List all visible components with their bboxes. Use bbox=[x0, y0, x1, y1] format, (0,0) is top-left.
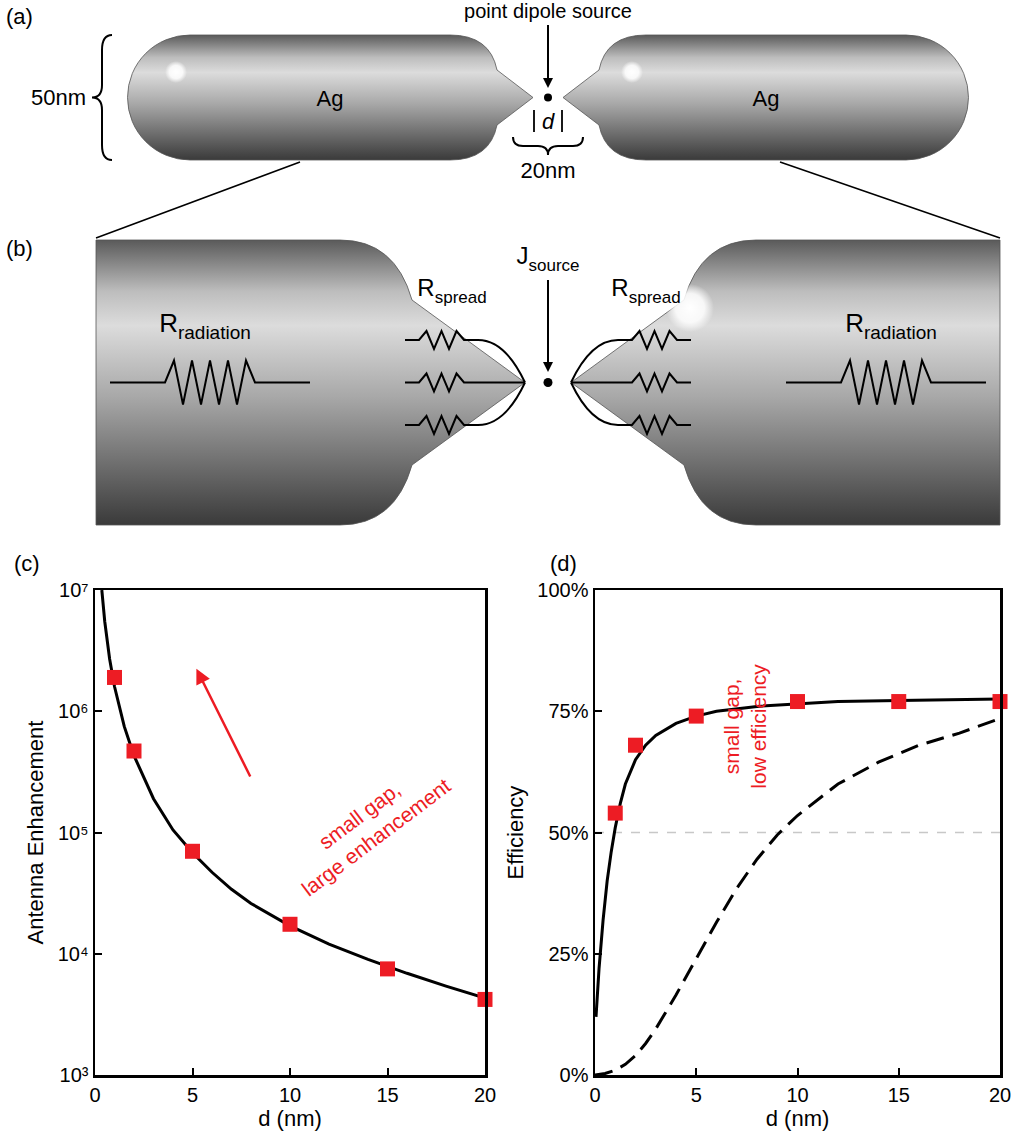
svg-text:0: 0 bbox=[89, 1084, 100, 1106]
svg-text:(d): (d) bbox=[550, 551, 577, 576]
svg-text:small gap,low efficiency: small gap,low efficiency bbox=[720, 664, 770, 789]
svg-text:(c): (c) bbox=[14, 551, 40, 576]
svg-text:20: 20 bbox=[474, 1084, 496, 1106]
svg-text:d (nm): d (nm) bbox=[258, 1106, 322, 1131]
svg-text:Antenna Enhancement: Antenna Enhancement bbox=[23, 721, 48, 945]
svg-text:Efficiency: Efficiency bbox=[503, 786, 528, 880]
svg-text:(a): (a) bbox=[6, 4, 33, 29]
svg-text:10: 10 bbox=[279, 1084, 301, 1106]
svg-text:Ag: Ag bbox=[317, 86, 344, 111]
svg-text:15: 15 bbox=[376, 1084, 398, 1106]
svg-text:Rspread: Rspread bbox=[611, 274, 680, 307]
svg-text:small gap,large enhancement: small gap,large enhancement bbox=[281, 752, 455, 900]
svg-text:Ag: Ag bbox=[753, 86, 780, 111]
svg-text:100%: 100% bbox=[537, 579, 588, 601]
svg-text:10⁶: 10⁶ bbox=[58, 700, 88, 722]
svg-text:0%: 0% bbox=[560, 1064, 589, 1086]
svg-text:0: 0 bbox=[589, 1084, 600, 1106]
svg-text:50nm: 50nm bbox=[31, 85, 86, 110]
svg-text:Jsource: Jsource bbox=[516, 242, 579, 275]
svg-text:10³: 10³ bbox=[60, 1064, 89, 1086]
svg-text:50%: 50% bbox=[548, 822, 588, 844]
svg-text:(b): (b) bbox=[6, 236, 33, 261]
svg-text:10: 10 bbox=[786, 1084, 808, 1106]
svg-text:5: 5 bbox=[691, 1084, 702, 1106]
svg-text:d: d bbox=[542, 109, 555, 134]
svg-text:20nm: 20nm bbox=[520, 158, 575, 183]
svg-text:10⁷: 10⁷ bbox=[59, 579, 88, 601]
svg-text:75%: 75% bbox=[548, 700, 588, 722]
svg-text:Rradiation: Rradiation bbox=[159, 308, 251, 343]
svg-text:10⁵: 10⁵ bbox=[58, 822, 89, 844]
svg-text:10⁴: 10⁴ bbox=[58, 943, 89, 965]
svg-text:point dipole source: point dipole source bbox=[464, 0, 632, 22]
svg-text:Rspread: Rspread bbox=[417, 274, 486, 307]
svg-text:15: 15 bbox=[888, 1084, 910, 1106]
svg-text:Rradiation: Rradiation bbox=[845, 308, 937, 343]
svg-text:20: 20 bbox=[989, 1084, 1011, 1106]
svg-text:5: 5 bbox=[187, 1084, 198, 1106]
svg-text:25%: 25% bbox=[548, 943, 588, 965]
svg-text:d (nm): d (nm) bbox=[766, 1106, 830, 1131]
